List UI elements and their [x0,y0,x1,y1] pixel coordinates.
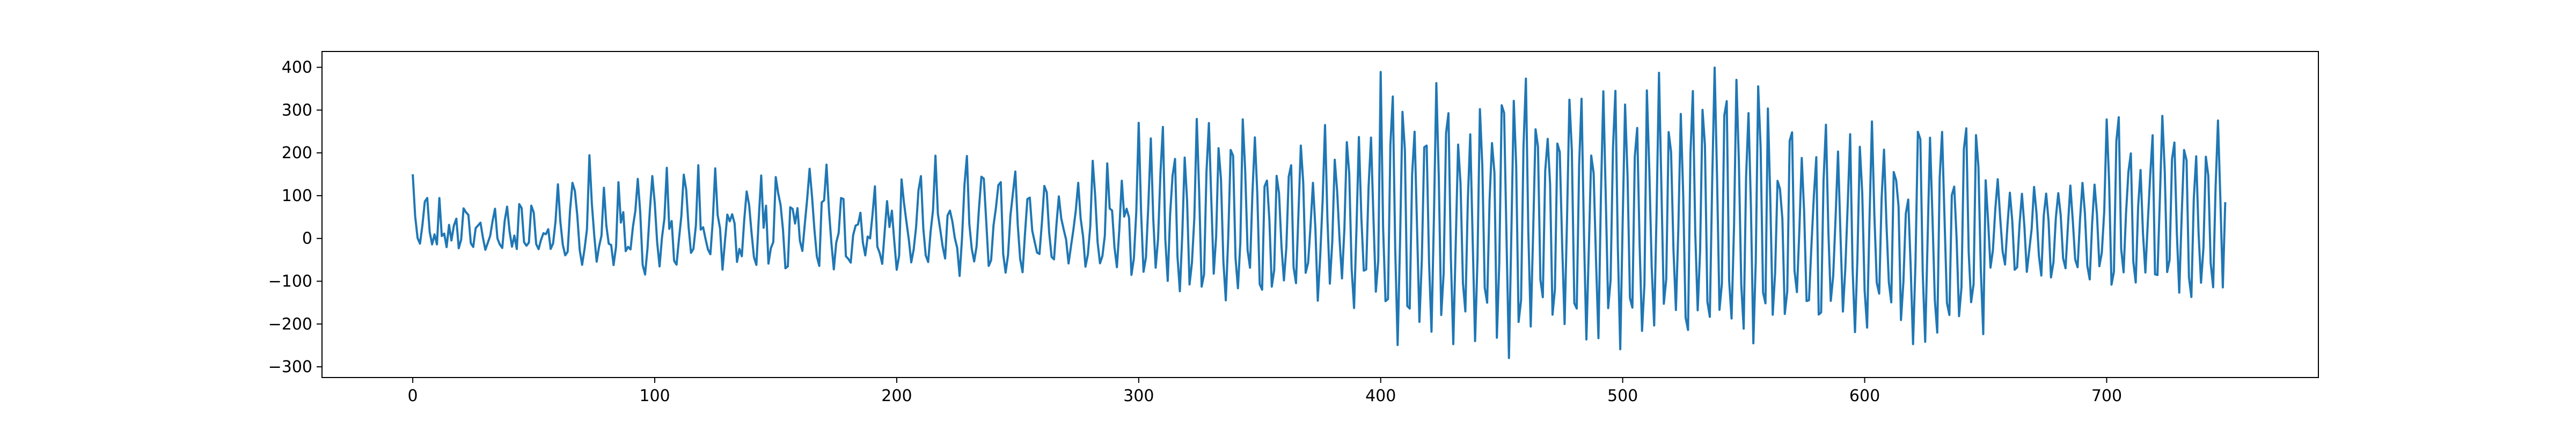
x-tick-label: 200 [881,387,912,405]
y-tick-label: −300 [268,358,312,376]
x-tick-label: 0 [408,387,418,405]
x-tick-label: 500 [1607,387,1638,405]
y-tick-label: 0 [302,230,312,248]
y-tick-label: 300 [282,101,312,120]
y-tick-label: −100 [268,272,312,291]
x-tick-label: 300 [1123,387,1154,405]
y-tick-label: 100 [282,187,312,205]
x-tick-label: 400 [1365,387,1396,405]
x-tick-label: 600 [1849,387,1880,405]
series-line [412,66,2227,359]
plot-area: 0 100 200 300 400 500 600 700 −300 −200 −100 0 100 2… [268,51,2319,405]
x-tick-label: 100 [639,387,670,405]
axes-frame [321,51,2319,378]
x-axis: 0 100 200 300 400 500 600 700 [408,378,2122,405]
y-axis: −300 −200 −100 0 100 200 300 400 [268,58,322,376]
y-tick-label: 400 [282,58,312,77]
y-tick-label: 200 [282,144,312,162]
x-tick-label: 700 [2091,387,2122,405]
y-tick-label: −200 [268,315,312,334]
